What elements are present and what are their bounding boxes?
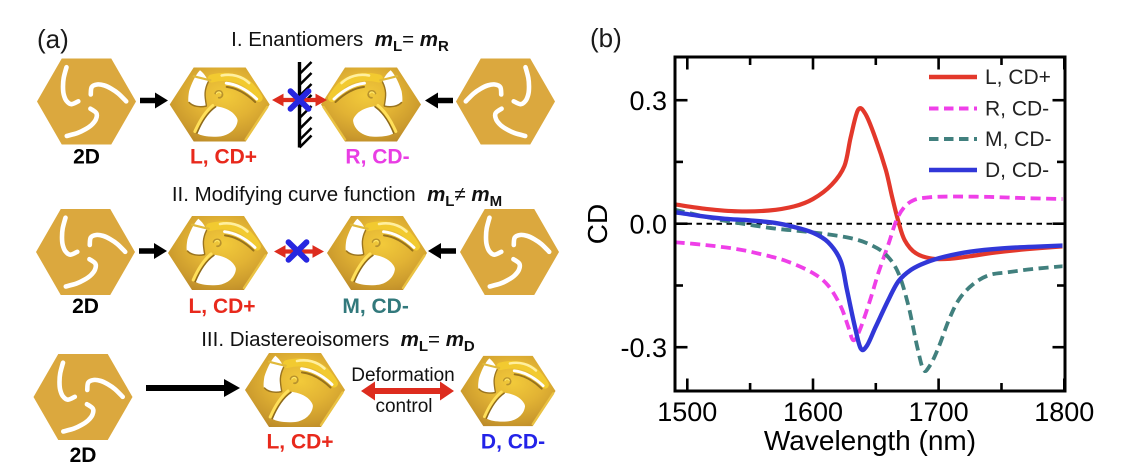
svg-text:(a): (a) [37, 24, 69, 54]
svg-text:Deformation: Deformation [351, 365, 455, 386]
svg-text:R, CD-: R, CD- [345, 146, 409, 169]
svg-text:0.0: 0.0 [629, 210, 667, 240]
svg-text:1500: 1500 [657, 397, 717, 427]
svg-text:Wavelength (nm): Wavelength (nm) [764, 425, 976, 456]
svg-text:II. Modifying curve function: II. Modifying curve function mL≠ mM [172, 183, 502, 210]
svg-text:2D: 2D [70, 444, 97, 467]
svg-text:-0.3: -0.3 [620, 333, 667, 363]
svg-text:L, CD+: L, CD+ [266, 431, 333, 454]
svg-text:M, CD-: M, CD- [985, 128, 1052, 151]
svg-text:R, CD-: R, CD- [985, 98, 1049, 121]
svg-text:1800: 1800 [1034, 397, 1094, 427]
svg-text:2D: 2D [73, 146, 100, 169]
svg-text:D, CD-: D, CD- [481, 431, 545, 454]
svg-text:L, CD+: L, CD+ [188, 295, 255, 318]
svg-text:M, CD-: M, CD- [342, 295, 409, 318]
svg-text:D, CD-: D, CD- [985, 159, 1049, 182]
svg-text:1700: 1700 [909, 397, 969, 427]
svg-text:L, CD+: L, CD+ [190, 146, 257, 169]
svg-text:control: control [375, 396, 432, 417]
svg-text:2D: 2D [72, 295, 99, 318]
svg-text:CD: CD [582, 204, 613, 244]
svg-text:(b): (b) [590, 23, 622, 53]
svg-text:L, CD+: L, CD+ [985, 66, 1051, 89]
svg-text:III. Diastereoisomers mL= mD: III. Diastereoisomers mL= mD [201, 328, 475, 355]
svg-text:0.3: 0.3 [629, 86, 667, 116]
svg-text:1600: 1600 [783, 397, 843, 427]
svg-text:I. Enantiomers mL= mR: I. Enantiomers mL= mR [231, 28, 449, 55]
